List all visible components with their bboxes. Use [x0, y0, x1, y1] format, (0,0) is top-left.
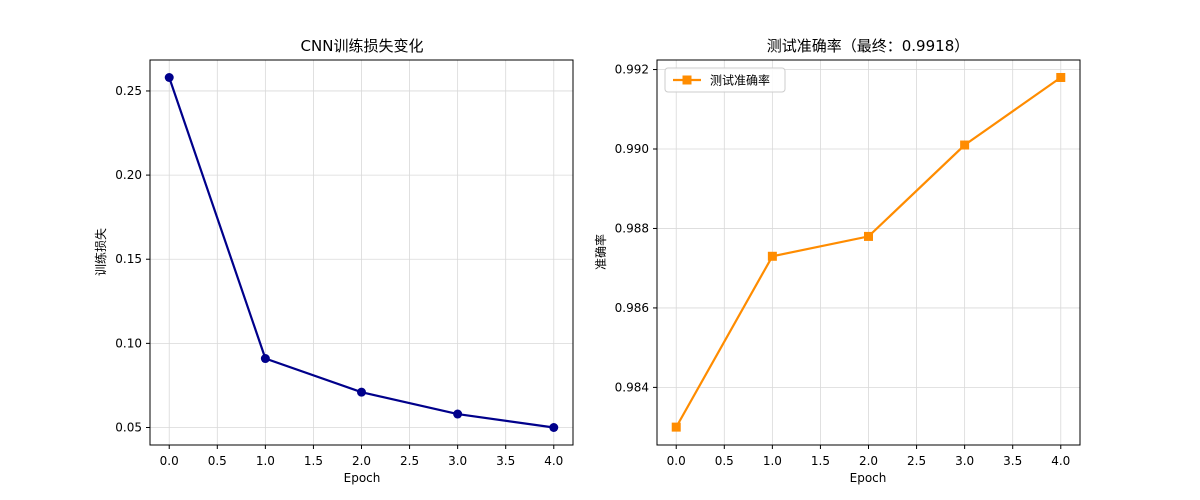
x-tick-label: 1.0	[763, 454, 782, 468]
data-point	[453, 409, 463, 419]
x-tick-label: 0.5	[715, 454, 734, 468]
chart-title: CNN训练损失变化	[301, 37, 424, 55]
x-tick-label: 3.0	[955, 454, 974, 468]
y-axis-label: 准确率	[593, 234, 608, 270]
x-tick-label: 2.0	[352, 454, 371, 468]
loss-chart: CNN训练损失变化 Epoch 训练损失 0.0 0.5 1.0 1.5 2.0 2.5 3…	[93, 37, 574, 485]
x-tick-label: 4.0	[544, 454, 563, 468]
x-tick-label: 0.0	[160, 454, 179, 468]
x-tick-label: 1.0	[256, 454, 275, 468]
x-tick-label: 1.5	[811, 454, 830, 468]
y-tick-label: 0.20	[115, 168, 142, 182]
x-axis-label: Epoch	[344, 471, 381, 485]
x-tick-label: 2.0	[859, 454, 878, 468]
y-tick-label: 0.986	[615, 301, 649, 315]
data-point	[164, 73, 174, 82]
data-point	[1056, 72, 1066, 82]
x-tick-label: 3.5	[496, 454, 515, 468]
chart-title: 测试准确率（最终：0.9918）	[767, 37, 970, 55]
y-tick-label: 0.984	[615, 380, 649, 394]
x-tick-label: 0.0	[667, 454, 686, 468]
x-tick-label: 2.5	[400, 454, 419, 468]
x-tick-label: 3.5	[1003, 454, 1022, 468]
data-point	[260, 354, 270, 364]
data-point	[767, 251, 777, 261]
y-axis-label: 训练损失	[93, 228, 108, 276]
x-tick-label: 3.0	[448, 454, 467, 468]
x-tick-label: 0.5	[208, 454, 227, 468]
data-point	[864, 231, 873, 241]
y-tick-label: 0.10	[115, 336, 142, 350]
y-tick-label: 0.990	[615, 142, 649, 156]
x-tick-label: 2.5	[907, 454, 926, 468]
data-point	[960, 140, 970, 150]
legend-marker	[682, 75, 692, 85]
x-axis-label: Epoch	[850, 471, 887, 485]
legend-box	[664, 67, 786, 93]
y-tick-label: 0.05	[115, 421, 142, 435]
y-tick-label: 0.988	[615, 221, 649, 235]
x-tick-label: 4.0	[1051, 454, 1070, 468]
x-tick-label: 1.5	[304, 454, 323, 468]
y-tick-label: 0.15	[115, 252, 142, 266]
data-point	[671, 422, 681, 432]
legend: 测试准确率	[664, 67, 786, 93]
accuracy-chart: 测试准确率（最终：0.9918） Epoch 准确率 0.0 0.5 1.0 1.5 2…	[593, 37, 1081, 485]
y-tick-label: 0.25	[115, 84, 142, 98]
legend-label: 测试准确率	[710, 73, 770, 88]
data-point	[357, 387, 366, 397]
data-point	[549, 423, 559, 432]
y-tick-label: 0.992	[615, 63, 649, 77]
